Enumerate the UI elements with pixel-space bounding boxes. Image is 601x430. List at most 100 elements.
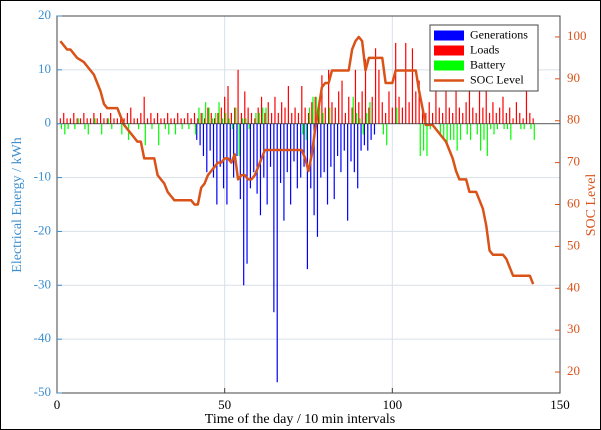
bar [309, 107, 311, 124]
bar [334, 107, 336, 124]
y2-tick-label: 80 [567, 112, 580, 127]
bar [472, 107, 474, 124]
bar [533, 123, 535, 140]
bar [146, 118, 149, 124]
bar [230, 112, 232, 124]
bar [210, 112, 212, 124]
bar [96, 118, 98, 124]
bar [324, 107, 326, 124]
bar [446, 123, 448, 146]
bar [238, 123, 240, 157]
bar [244, 91, 246, 124]
bar [69, 118, 72, 124]
bar [225, 112, 227, 124]
bar [137, 123, 140, 130]
bar [227, 86, 229, 124]
bar [173, 118, 175, 124]
bar [79, 118, 82, 124]
bar [369, 102, 371, 124]
bar [202, 123, 205, 157]
bar [277, 112, 279, 124]
bar [157, 112, 159, 124]
bar [311, 102, 313, 124]
bar [385, 112, 387, 124]
bar [167, 112, 169, 124]
bar [448, 107, 450, 124]
bar [140, 112, 142, 124]
bar [502, 96, 504, 124]
bar [361, 91, 363, 124]
bar [435, 69, 437, 124]
bar [110, 112, 112, 124]
bar [316, 123, 319, 237]
bar [101, 123, 103, 135]
bar [233, 123, 235, 178]
legend-label: Battery [470, 57, 505, 71]
bar [415, 91, 417, 124]
bar [505, 112, 507, 124]
x-tick-label: 0 [54, 397, 61, 412]
bar [355, 112, 358, 124]
y2-tick-label: 60 [567, 195, 580, 210]
bar [525, 69, 528, 124]
y-tick-label: -40 [34, 330, 51, 345]
bar [74, 123, 76, 130]
bar [130, 107, 132, 124]
bar [438, 107, 440, 124]
bar [388, 91, 390, 124]
bar [359, 118, 361, 124]
bar [478, 91, 481, 124]
bar [150, 112, 152, 124]
y2-tick-label: 40 [567, 279, 580, 294]
bar [351, 107, 353, 124]
bar [382, 123, 384, 135]
bar [506, 123, 509, 130]
bar [264, 112, 266, 124]
bar [220, 107, 222, 124]
bar [462, 112, 464, 124]
bar [429, 123, 431, 130]
bar [452, 112, 454, 124]
bar [188, 123, 190, 130]
bar [208, 107, 210, 124]
bar [229, 123, 231, 162]
bar [523, 123, 525, 130]
bar [99, 112, 102, 124]
bar [164, 123, 167, 130]
bar [143, 96, 145, 124]
bar [386, 123, 388, 146]
bar [512, 118, 514, 124]
bar [160, 118, 162, 124]
bar [495, 112, 497, 124]
bar [86, 118, 88, 124]
bar [66, 118, 68, 124]
bar [224, 96, 226, 124]
bar [198, 107, 200, 124]
bar [106, 118, 108, 124]
bar [281, 102, 283, 124]
plot-marks [57, 35, 560, 383]
bar [476, 123, 478, 135]
bar [219, 123, 221, 167]
bar [248, 123, 250, 130]
bar [286, 123, 288, 173]
bar [121, 123, 123, 135]
x-tick-label: 100 [383, 397, 403, 412]
bar [249, 123, 251, 189]
bar [520, 123, 522, 130]
bar [492, 102, 494, 124]
bar [276, 123, 278, 383]
bar [408, 102, 410, 124]
bar [153, 118, 155, 124]
bar [89, 118, 92, 124]
bar [340, 123, 342, 173]
bar [228, 118, 230, 124]
bar [194, 123, 197, 135]
bar [314, 96, 316, 124]
bar [347, 123, 349, 221]
bar [367, 123, 369, 151]
bar [405, 42, 407, 124]
bar [116, 118, 118, 124]
bar [522, 118, 524, 124]
bar [240, 112, 243, 124]
